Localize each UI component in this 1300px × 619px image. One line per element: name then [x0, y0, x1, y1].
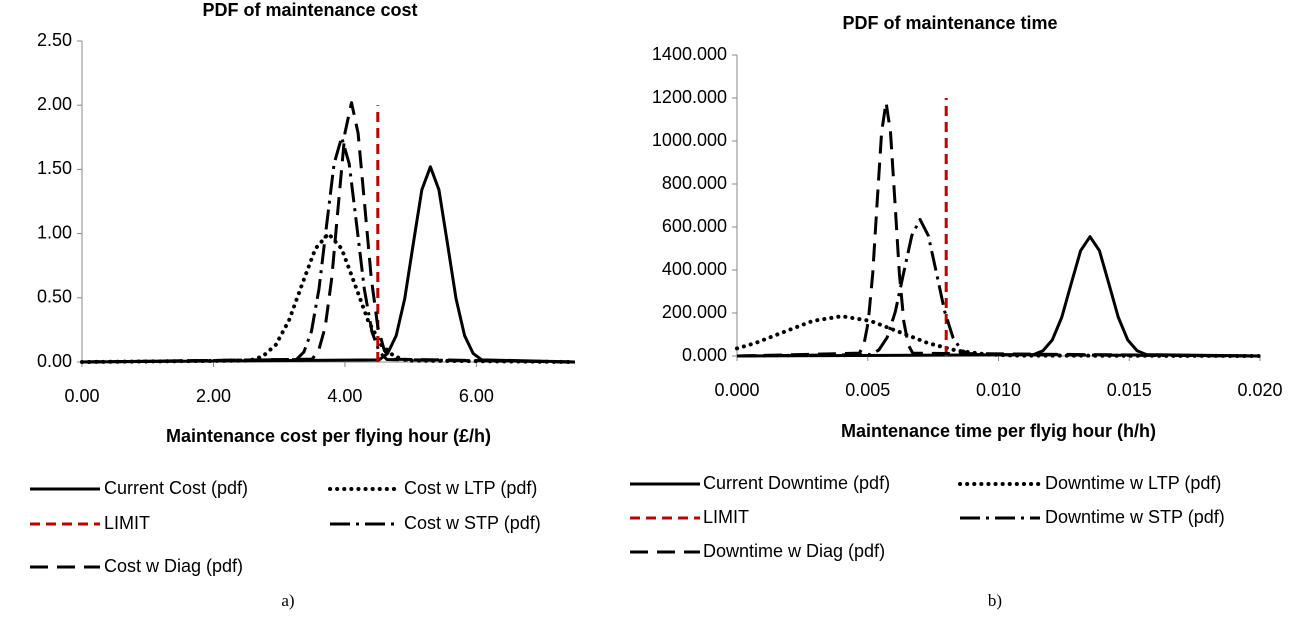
y-tick-label: 2.00	[37, 94, 72, 114]
y-tick-label: 2.50	[37, 30, 72, 50]
series-line	[81, 135, 576, 364]
series-line	[736, 235, 1261, 358]
series-line	[81, 165, 576, 364]
x-tick-label: 0.020	[1237, 380, 1282, 400]
y-tick-label: 1200.000	[652, 87, 727, 107]
caption: a)	[281, 591, 294, 610]
y-tick-label: 800.000	[662, 173, 727, 193]
y-tick-label: 1.00	[37, 222, 72, 242]
legend-label: LIMIT	[104, 513, 150, 533]
x-tick-label: 0.000	[714, 380, 759, 400]
x-tick-label: 0.00	[64, 386, 99, 406]
y-tick-label: 0.00	[37, 351, 72, 371]
x-tick-label: 0.010	[976, 380, 1021, 400]
legend-label: Cost w STP (pdf)	[404, 513, 541, 533]
x-tick-label: 4.00	[327, 386, 362, 406]
chart-title: PDF of maintenance time	[842, 13, 1057, 33]
x-axis-title: Maintenance time per flyig hour (h/h)	[841, 421, 1156, 441]
x-tick-label: 2.00	[196, 386, 231, 406]
series-line	[735, 314, 1262, 358]
legend-label: Downtime w LTP (pdf)	[1045, 473, 1221, 493]
x-tick-label: 6.00	[459, 386, 494, 406]
series-line	[736, 100, 1261, 358]
legend-label: Current Cost (pdf)	[104, 478, 248, 498]
series-line	[736, 217, 1261, 358]
x-tick-label: 0.015	[1107, 380, 1152, 400]
series-line	[81, 101, 576, 364]
y-tick-label: 1.50	[37, 158, 72, 178]
y-tick-label: 1000.000	[652, 130, 727, 150]
y-tick-label: 600.000	[662, 216, 727, 236]
legend-label: Cost w LTP (pdf)	[404, 478, 537, 498]
x-axis-title: Maintenance cost per flying hour (£/h)	[166, 426, 491, 446]
legend-label: Cost w Diag (pdf)	[104, 556, 243, 576]
y-tick-label: 400.000	[662, 259, 727, 279]
legend-label: Current Downtime (pdf)	[703, 473, 890, 493]
x-tick-label: 0.005	[845, 380, 890, 400]
y-tick-label: 0.000	[682, 345, 727, 365]
series-line	[80, 231, 577, 364]
caption: b)	[988, 591, 1002, 610]
y-tick-label: 200.000	[662, 302, 727, 322]
legend-label: Downtime w Diag (pdf)	[703, 541, 885, 561]
y-tick-label: 0.50	[37, 287, 72, 307]
y-tick-label: 1400.000	[652, 44, 727, 64]
legend-label: LIMIT	[703, 507, 749, 527]
chart-title: PDF of maintenance cost	[202, 0, 417, 20]
legend-label: Downtime w STP (pdf)	[1045, 507, 1225, 527]
